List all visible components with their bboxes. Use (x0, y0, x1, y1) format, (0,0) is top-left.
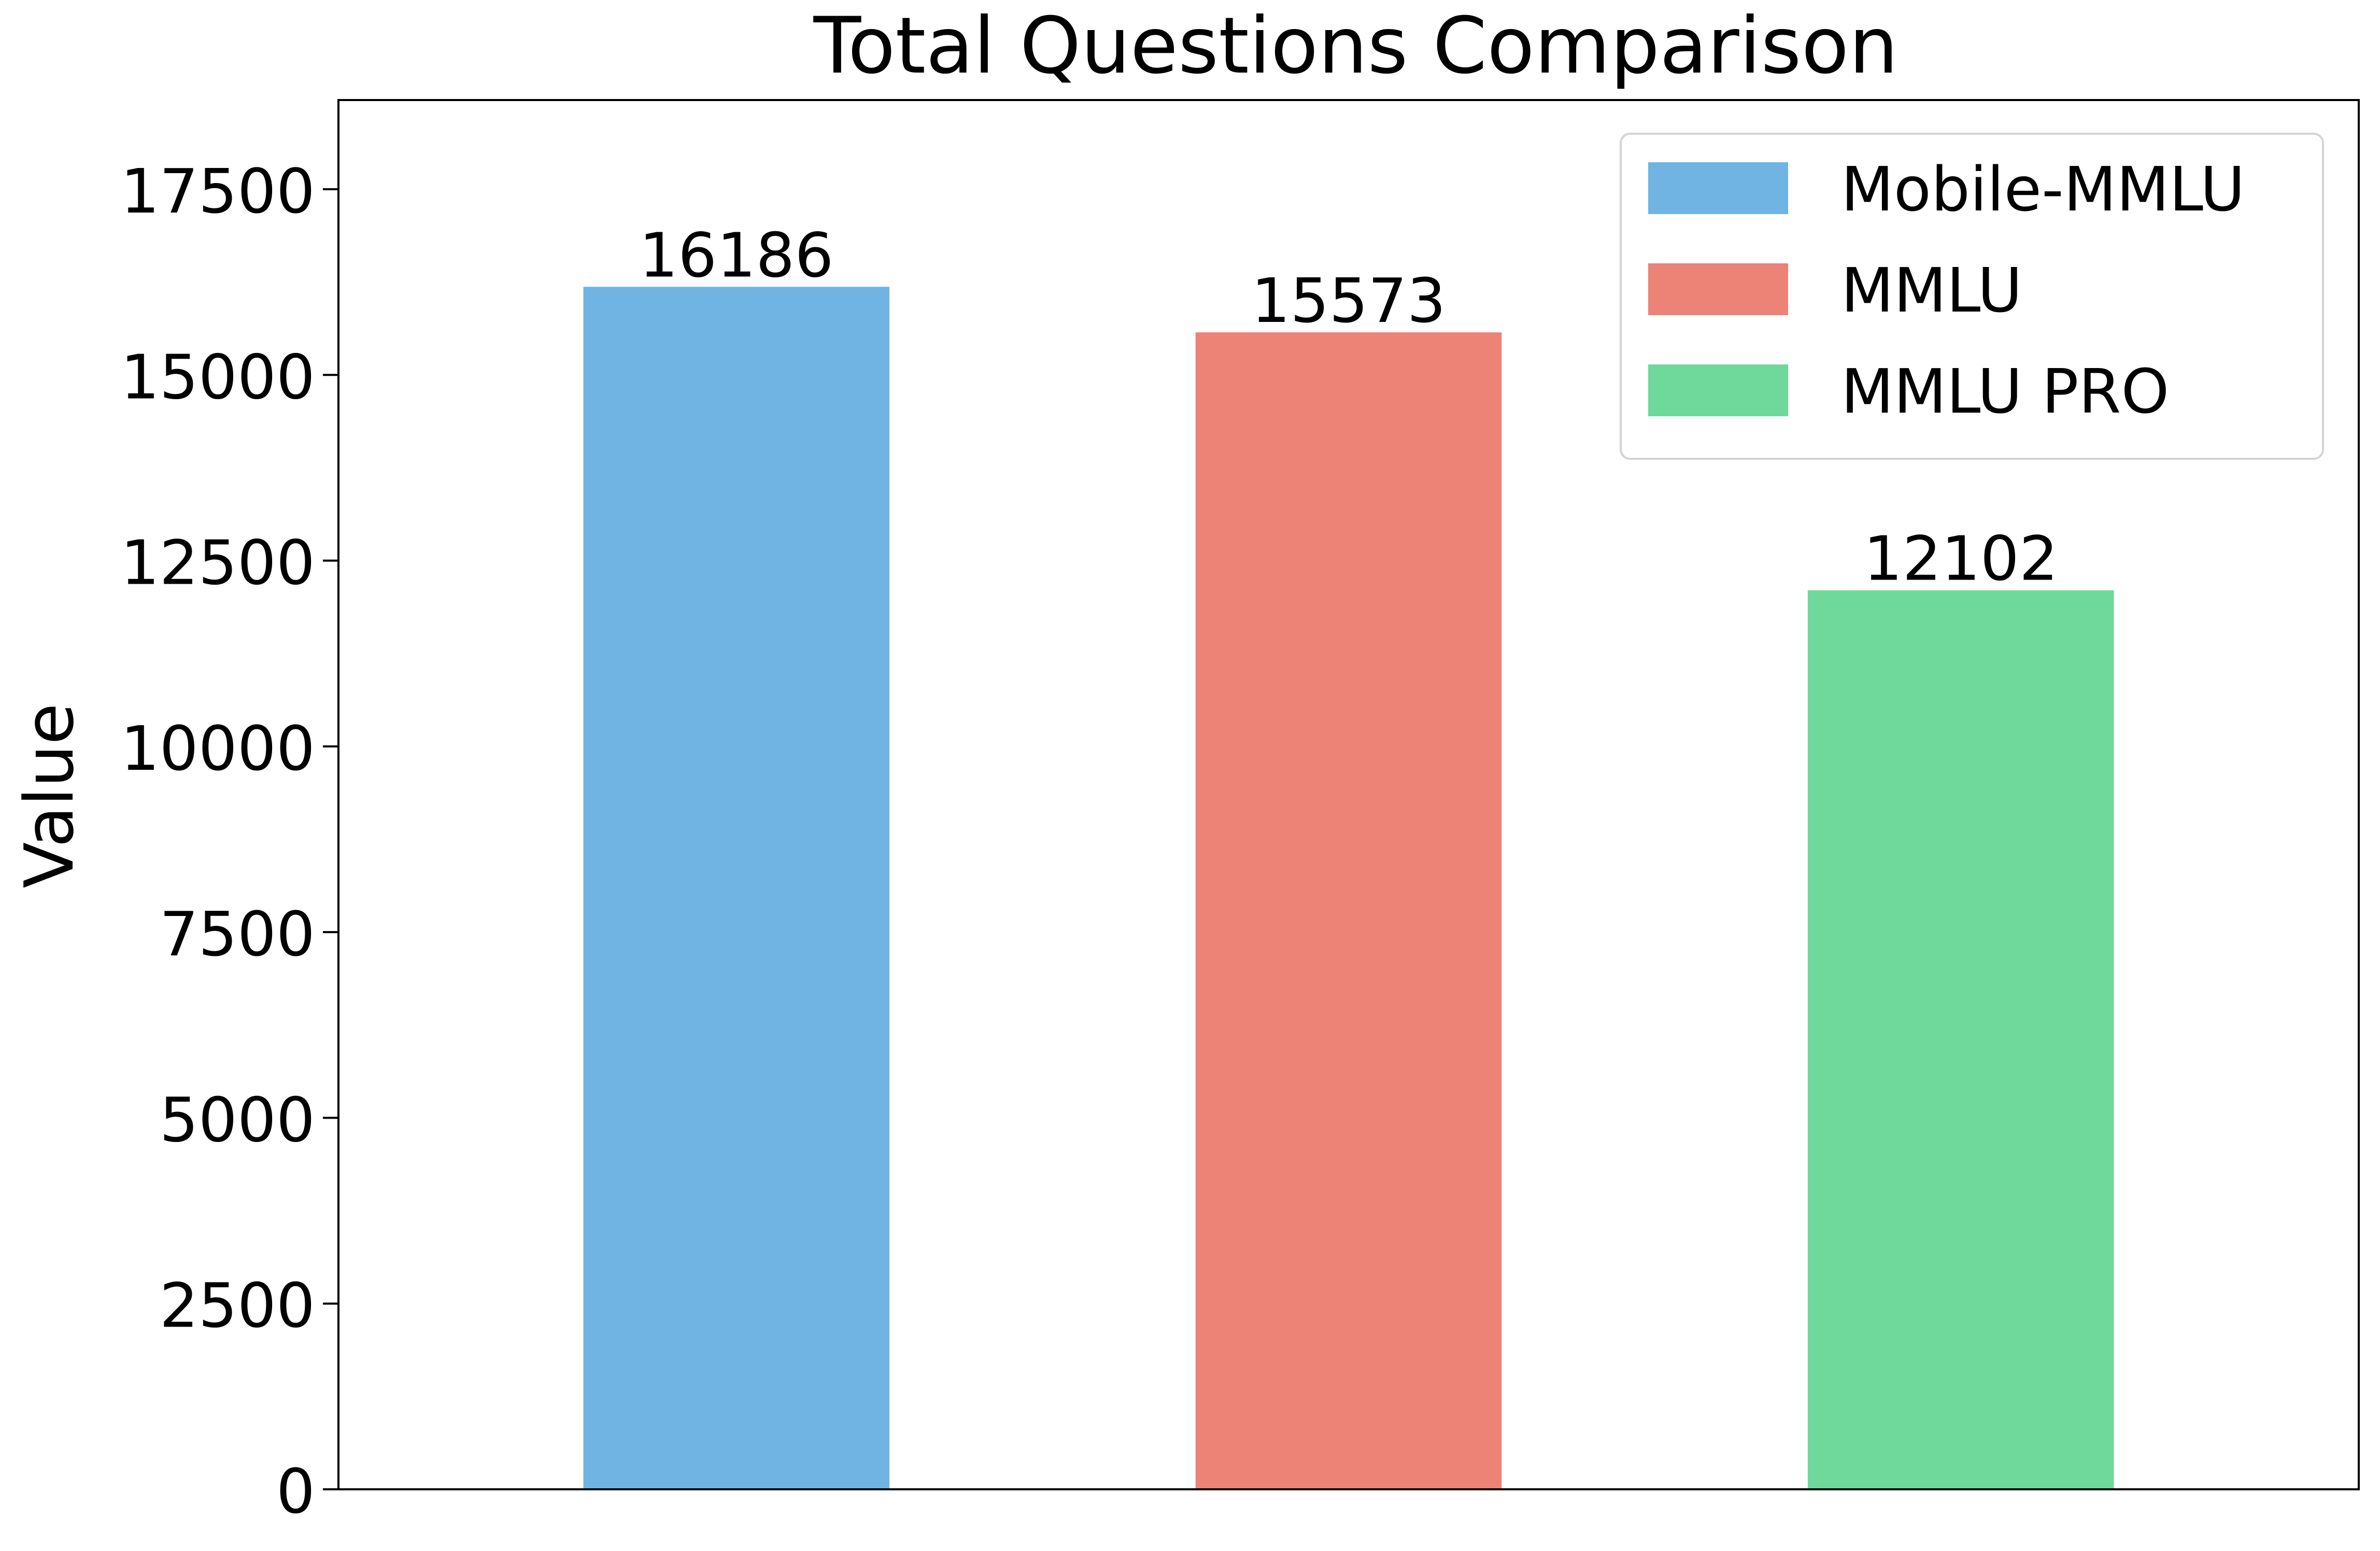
legend: Mobile-MMLU MMLU MMLU PRO (1620, 133, 2324, 460)
y-tick-label: 17500 (121, 156, 315, 227)
legend-swatch (1648, 263, 1788, 315)
bar (1195, 332, 1502, 1490)
bar-value-label: 15573 (1251, 265, 1446, 336)
bar (583, 287, 890, 1489)
bars (583, 287, 2114, 1490)
y-tick-label: 5000 (160, 1084, 315, 1155)
legend-label: MMLU (1841, 255, 2022, 326)
y-tick-label: 10000 (121, 713, 315, 784)
legend-label: MMLU PRO (1841, 356, 2169, 427)
y-tick-label: 0 (276, 1456, 315, 1527)
legend-label: Mobile-MMLU (1841, 153, 2245, 225)
legend-swatch (1648, 162, 1788, 214)
y-tick-label: 15000 (121, 341, 315, 413)
y-tick-label: 12500 (121, 527, 315, 599)
plot-frame (337, 99, 2360, 1490)
bar-value-label: 16186 (639, 219, 833, 291)
chart-title: Total Questions Comparison (813, 1, 1899, 91)
y-axis-ticks: 0 2500 5000 7500 10000 12500 15000 17500 (121, 156, 338, 1527)
legend-frame (1620, 133, 2324, 460)
y-axis-title: Value (10, 703, 89, 889)
bar (1807, 590, 2114, 1489)
legend-swatch (1648, 364, 1788, 416)
y-tick-label: 7500 (160, 898, 315, 970)
bar-value-label: 12102 (1864, 523, 2058, 595)
y-tick-label: 2500 (160, 1270, 315, 1342)
bar-value-labels: 16186 15573 12102 (639, 219, 2058, 594)
